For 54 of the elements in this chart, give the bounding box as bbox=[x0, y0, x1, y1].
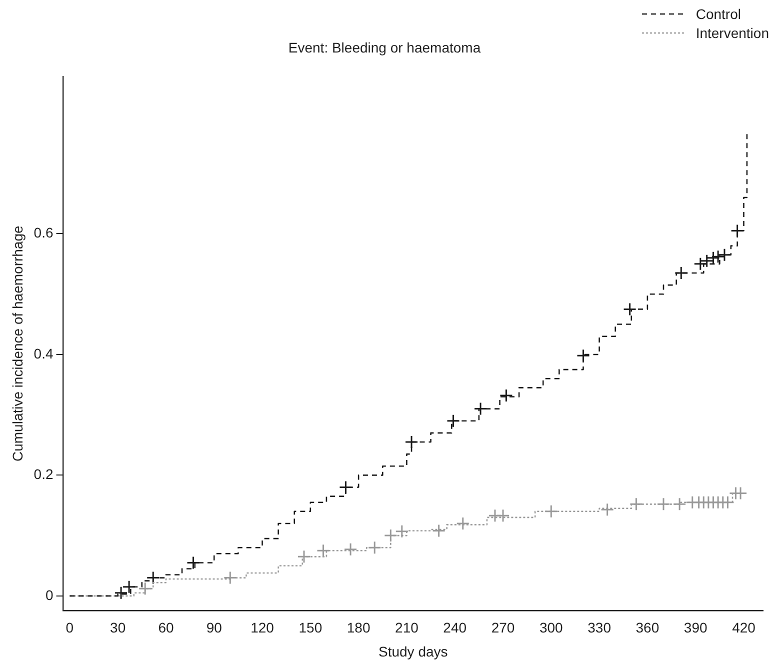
x-tick-label: 300 bbox=[539, 620, 564, 636]
y-axis-title: Cumulative incidence of haemorrhage bbox=[9, 225, 26, 462]
point bbox=[623, 302, 637, 316]
point bbox=[138, 582, 152, 596]
point bbox=[629, 497, 643, 511]
point bbox=[474, 402, 488, 416]
point bbox=[384, 528, 398, 542]
point bbox=[316, 544, 330, 558]
point bbox=[114, 586, 128, 600]
point bbox=[672, 497, 686, 511]
x-axis-title: Study days bbox=[378, 643, 448, 660]
point bbox=[368, 540, 382, 554]
y-tick-label: 0.4 bbox=[34, 345, 54, 362]
point bbox=[706, 251, 720, 265]
point bbox=[674, 266, 688, 280]
x-tick-label: 0 bbox=[66, 620, 74, 636]
x-tick-label: 30 bbox=[110, 620, 126, 636]
x-tick-label: 330 bbox=[588, 620, 612, 636]
point bbox=[544, 504, 558, 518]
point bbox=[656, 497, 670, 511]
point bbox=[297, 550, 311, 564]
x-tick-label: 180 bbox=[346, 620, 370, 636]
x-tick-label: 120 bbox=[250, 620, 274, 636]
point bbox=[720, 496, 734, 510]
point bbox=[456, 516, 470, 530]
x-tick-label: 210 bbox=[395, 620, 419, 636]
x-tick-label: 360 bbox=[636, 620, 660, 636]
y-tick-label: 0 bbox=[45, 586, 54, 603]
x-tick-label: 150 bbox=[298, 620, 322, 636]
x-tick-label: 390 bbox=[684, 620, 708, 636]
legend-label: Intervention bbox=[696, 24, 769, 40]
x-tick-label: 240 bbox=[443, 620, 467, 636]
point bbox=[186, 556, 200, 570]
x-tick-label: 420 bbox=[732, 620, 756, 636]
x-tick-label: 270 bbox=[491, 620, 515, 636]
point bbox=[146, 571, 160, 585]
y-tick-label: 0.2 bbox=[34, 466, 54, 482]
point bbox=[496, 508, 510, 522]
point bbox=[446, 414, 460, 428]
point bbox=[499, 388, 513, 402]
point bbox=[600, 502, 614, 516]
point bbox=[711, 250, 725, 264]
point bbox=[223, 571, 237, 585]
legend-label: Control bbox=[696, 6, 741, 22]
x-tick-label: 60 bbox=[158, 620, 174, 636]
point bbox=[344, 542, 358, 556]
point bbox=[694, 257, 708, 271]
point bbox=[432, 524, 446, 538]
y-tick-label: 0.6 bbox=[34, 224, 54, 241]
x-tick-label: 90 bbox=[206, 620, 222, 636]
point bbox=[404, 435, 418, 449]
point bbox=[700, 254, 714, 268]
point bbox=[395, 524, 409, 538]
chart-title: Event: Bleeding or haematoma bbox=[288, 39, 481, 56]
